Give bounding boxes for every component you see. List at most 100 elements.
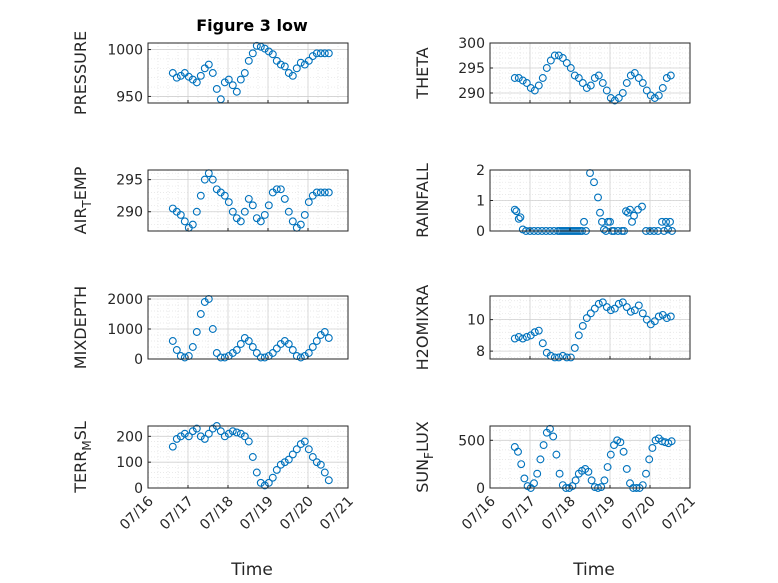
data-point xyxy=(236,75,245,84)
data-point xyxy=(320,188,329,197)
data-point xyxy=(216,353,225,362)
data-point xyxy=(208,325,217,333)
y-tick-label: 2000 xyxy=(107,292,143,308)
data-point xyxy=(172,346,181,354)
data-point xyxy=(168,69,177,77)
data-point xyxy=(192,328,201,336)
data-point xyxy=(304,56,313,65)
data-point xyxy=(587,476,596,485)
y-axis-label: RAINFALL xyxy=(413,163,432,238)
data-point xyxy=(514,214,523,223)
data-point xyxy=(212,84,221,93)
y-tick-label: 1 xyxy=(476,194,485,210)
data-point xyxy=(550,353,559,362)
data-point xyxy=(280,194,289,203)
y-tick-label: 0 xyxy=(134,352,143,368)
data-point xyxy=(571,476,580,485)
data-point xyxy=(312,337,321,345)
data-point xyxy=(666,71,675,80)
data-point xyxy=(666,312,675,321)
data-point xyxy=(192,78,201,87)
axes-box xyxy=(147,169,349,232)
data-point xyxy=(308,343,317,351)
x-tick-label: 07/17 xyxy=(499,494,539,534)
subplot-4: 0 1 2 RAINFALL xyxy=(413,163,691,240)
data-point xyxy=(324,334,333,342)
y-tick-label: 295 xyxy=(116,173,143,189)
data-point xyxy=(236,340,245,348)
data-point xyxy=(520,474,529,483)
subplot-8: 0 500 07/16 07/17 07/18 07/19 07/20 07/21 SUNFLU… xyxy=(413,421,699,533)
x-tick-label: 07/20 xyxy=(619,494,659,534)
data-point xyxy=(296,353,305,362)
data-point xyxy=(168,442,177,451)
x-tick-label: 07/16 xyxy=(117,493,157,533)
data-point xyxy=(320,49,329,58)
data-point xyxy=(296,220,305,229)
data-point xyxy=(586,309,595,318)
data-point xyxy=(622,79,631,87)
data-point xyxy=(574,331,583,340)
data-point xyxy=(650,317,659,326)
data-point xyxy=(248,343,257,351)
data-point xyxy=(240,69,249,77)
data-point xyxy=(514,74,523,82)
data-point xyxy=(648,443,657,452)
data-point xyxy=(324,188,333,197)
y-tick-label: 1000 xyxy=(107,43,143,59)
data-point xyxy=(228,81,237,90)
data-point xyxy=(562,59,571,67)
data-point xyxy=(232,346,241,354)
data-point xyxy=(574,74,583,82)
data-point xyxy=(324,476,333,485)
data-point xyxy=(590,74,599,82)
x-tick-label: 07/18 xyxy=(539,494,579,534)
data-point xyxy=(630,306,639,315)
subplot-2: 290 295 300 THETA xyxy=(413,36,691,105)
data-point xyxy=(664,225,672,234)
data-point xyxy=(320,468,329,477)
axes-box xyxy=(489,42,691,104)
y-axis-label: THETA xyxy=(413,47,432,99)
data-point xyxy=(260,44,269,53)
subplot-1: 950 1000 PRESSURE xyxy=(71,31,349,115)
axes-background xyxy=(148,296,348,359)
data-point xyxy=(252,468,261,477)
data-point xyxy=(284,69,293,77)
data-point xyxy=(228,427,237,436)
data-point xyxy=(600,225,608,234)
y-axis-label: H2OMIXRA xyxy=(413,285,432,371)
data-point xyxy=(614,299,623,308)
data-point xyxy=(538,339,547,348)
data-point xyxy=(542,64,551,72)
data-point xyxy=(558,54,567,62)
data-point xyxy=(244,437,253,446)
data-point xyxy=(180,429,189,438)
data-point xyxy=(200,434,209,443)
subplot-3: 290 295 AIRTEMP xyxy=(71,166,349,234)
data-point xyxy=(658,217,666,226)
data-point xyxy=(555,469,564,478)
data-point xyxy=(256,478,265,487)
data-point xyxy=(240,207,249,216)
data-point xyxy=(638,309,647,318)
data-point xyxy=(597,483,606,491)
data-point xyxy=(645,455,654,464)
data-point xyxy=(272,344,281,353)
data-point xyxy=(224,198,233,207)
data-point xyxy=(208,175,217,184)
data-point xyxy=(204,60,213,69)
data-point xyxy=(662,314,671,322)
data-point xyxy=(224,75,233,84)
data-point xyxy=(276,60,285,69)
data-point xyxy=(320,328,329,336)
data-point xyxy=(312,458,321,467)
data-point xyxy=(646,91,655,100)
data-point xyxy=(188,75,197,84)
x-tick-label: 07/19 xyxy=(579,494,619,534)
data-point xyxy=(232,87,241,96)
data-point xyxy=(296,58,305,67)
axes-box xyxy=(147,295,349,360)
data-point xyxy=(626,205,634,214)
axes-background xyxy=(490,296,690,359)
